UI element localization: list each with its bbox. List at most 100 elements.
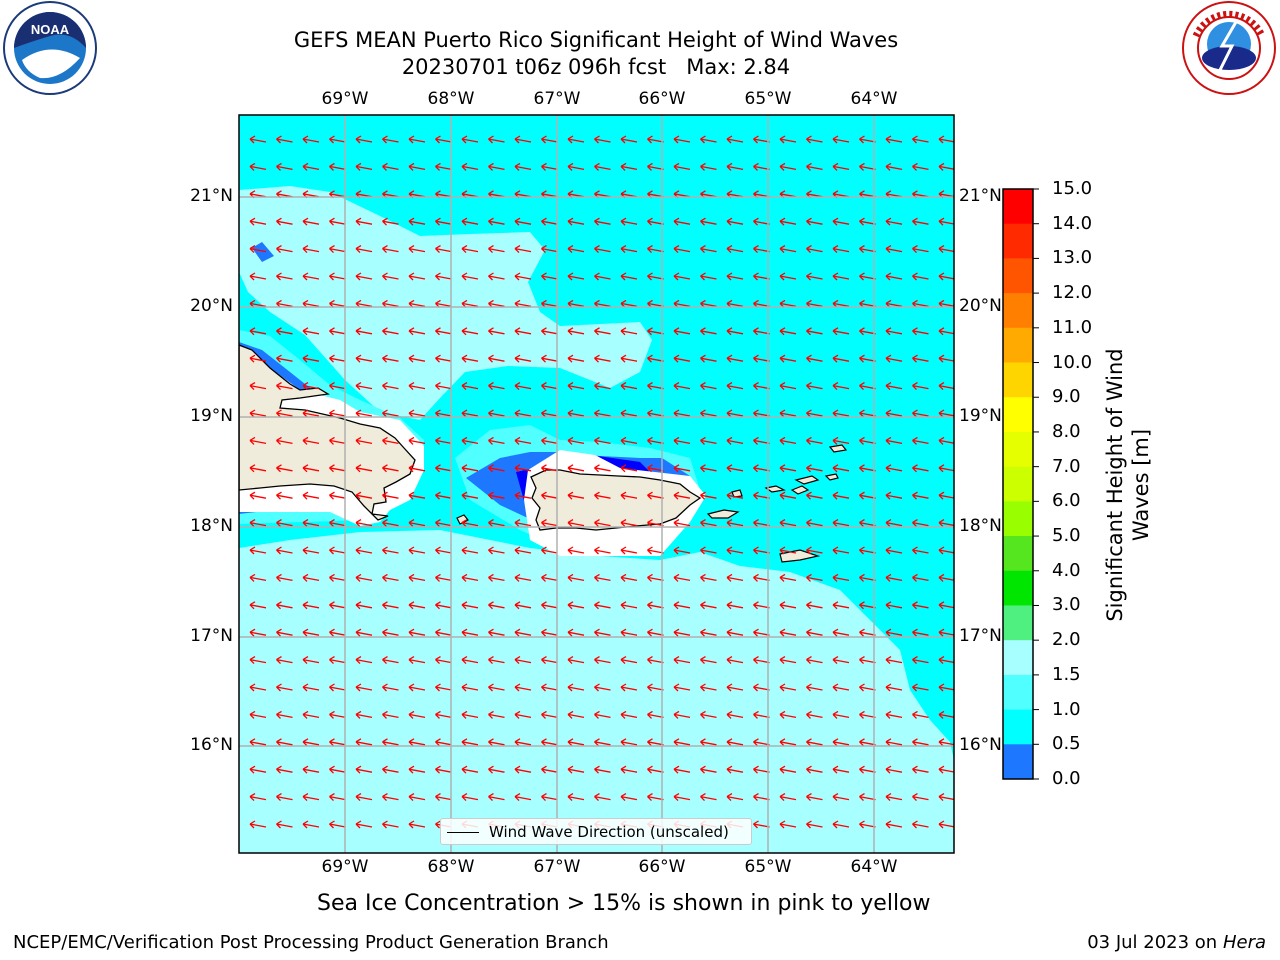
wave-arrow <box>594 573 611 582</box>
wave-arrow <box>276 793 293 802</box>
wave-arrow <box>435 519 452 528</box>
wave-arrow <box>620 519 638 528</box>
wave-arrow <box>673 793 691 802</box>
wave-arrow <box>276 683 293 692</box>
wave-arrow <box>753 464 770 473</box>
wave-arrow <box>329 217 346 226</box>
wave-arrow <box>514 683 532 692</box>
wave-arrow <box>329 245 346 254</box>
wave-arrow <box>753 135 770 144</box>
wave-arrow <box>408 710 426 719</box>
wave-arrow <box>779 354 797 363</box>
wave-arrow <box>885 546 903 555</box>
wave-arrow <box>912 765 929 774</box>
chart-subtitle: 20230701 t06z 096h fcst Max: 2.84 <box>401 55 791 79</box>
wave-arrow <box>832 546 850 555</box>
wave-arrow <box>620 245 638 254</box>
wave-arrow <box>885 519 903 528</box>
wind-wave-direction-arrows <box>249 135 954 829</box>
wave-arrow <box>594 793 611 802</box>
wave-arrow <box>832 217 850 226</box>
wave-arrow <box>753 628 770 637</box>
wave-arrow <box>885 601 903 610</box>
wave-arrow <box>461 793 479 802</box>
wave-arrow <box>435 382 452 391</box>
wave-arrow <box>541 491 558 500</box>
wave-arrow <box>594 272 611 281</box>
wave-arrow <box>382 436 399 445</box>
wave-arrow <box>329 601 346 610</box>
wave-arrow <box>567 683 585 692</box>
lat-tick-left: 19°N <box>190 406 233 426</box>
wave-arrow <box>912 217 929 226</box>
wave-arrow <box>329 382 346 391</box>
lat-tick-right: 16°N <box>959 735 1002 755</box>
colorbar-swatch <box>1003 674 1033 711</box>
wave-arrow <box>753 683 770 692</box>
wave-arrow <box>355 683 373 692</box>
wave-arrow <box>355 491 373 500</box>
wave-arrow <box>806 628 823 637</box>
wave-arrow <box>938 464 954 473</box>
wave-arrow <box>753 738 770 747</box>
wave-arrow <box>488 436 505 445</box>
wave-arrow <box>859 820 876 829</box>
wave-arrow <box>859 656 876 665</box>
wave-arrow <box>832 793 850 802</box>
colorbar-swatch <box>1003 709 1033 745</box>
wave-arrow <box>779 765 797 774</box>
wave-arrow <box>938 272 954 281</box>
wave-arrow <box>302 710 320 719</box>
wave-arrow <box>276 464 293 473</box>
wave-arrow <box>620 793 638 802</box>
wave-arrow <box>673 683 691 692</box>
wave-arrow <box>435 162 452 171</box>
wave-arrow <box>461 245 479 254</box>
wave-arrow <box>912 162 929 171</box>
wave-arrow <box>382 573 399 582</box>
colorbar-frame <box>1002 188 1034 780</box>
wave-arrow <box>355 382 373 391</box>
wave-arrow <box>302 601 320 610</box>
wave-arrow <box>382 738 399 747</box>
wave-arrow <box>620 162 638 171</box>
lon-tick-bottom: 66°W <box>638 857 686 877</box>
colorbar-level-label: 1.0 <box>1052 698 1081 720</box>
wave-arrow <box>832 601 850 610</box>
wave-arrow <box>912 327 929 336</box>
wave-arrow <box>302 765 320 774</box>
wave-arrow <box>355 354 373 363</box>
wave-arrow <box>567 656 585 665</box>
wave-arrow <box>859 546 876 555</box>
wave-arrow <box>753 327 770 336</box>
wave-arrow <box>249 217 267 226</box>
wave-arrow <box>329 628 346 637</box>
wave-arrow <box>885 656 903 665</box>
wave-arrow <box>329 354 346 363</box>
wave-arrow <box>885 382 903 391</box>
wave-arrow <box>435 765 452 774</box>
wave-arrow <box>885 272 903 281</box>
wave-arrow <box>673 765 691 774</box>
wave-arrow <box>382 820 399 829</box>
wave-arrow <box>541 793 558 802</box>
wave-arrow <box>753 519 770 528</box>
wave-arrow <box>302 491 320 500</box>
wave-arrow <box>461 656 479 665</box>
wave-arrow <box>594 546 611 555</box>
colorbar-swatch <box>1003 536 1033 572</box>
wave-arrow <box>382 464 399 473</box>
wave-height-2-3m-south <box>239 530 954 853</box>
wave-arrow <box>567 327 585 336</box>
wave-arrow <box>806 710 823 719</box>
colorbar-swatch <box>1003 327 1033 364</box>
wave-arrow <box>647 710 664 719</box>
wave-arrow <box>355 327 373 336</box>
lat-tick-right: 20°N <box>959 296 1002 316</box>
colorbar-swatch <box>1003 362 1033 398</box>
wave-arrow <box>859 683 876 692</box>
wave-arrow <box>938 354 954 363</box>
wave-arrow <box>514 710 532 719</box>
wave-arrow <box>541 710 558 719</box>
wave-arrow <box>647 519 664 528</box>
